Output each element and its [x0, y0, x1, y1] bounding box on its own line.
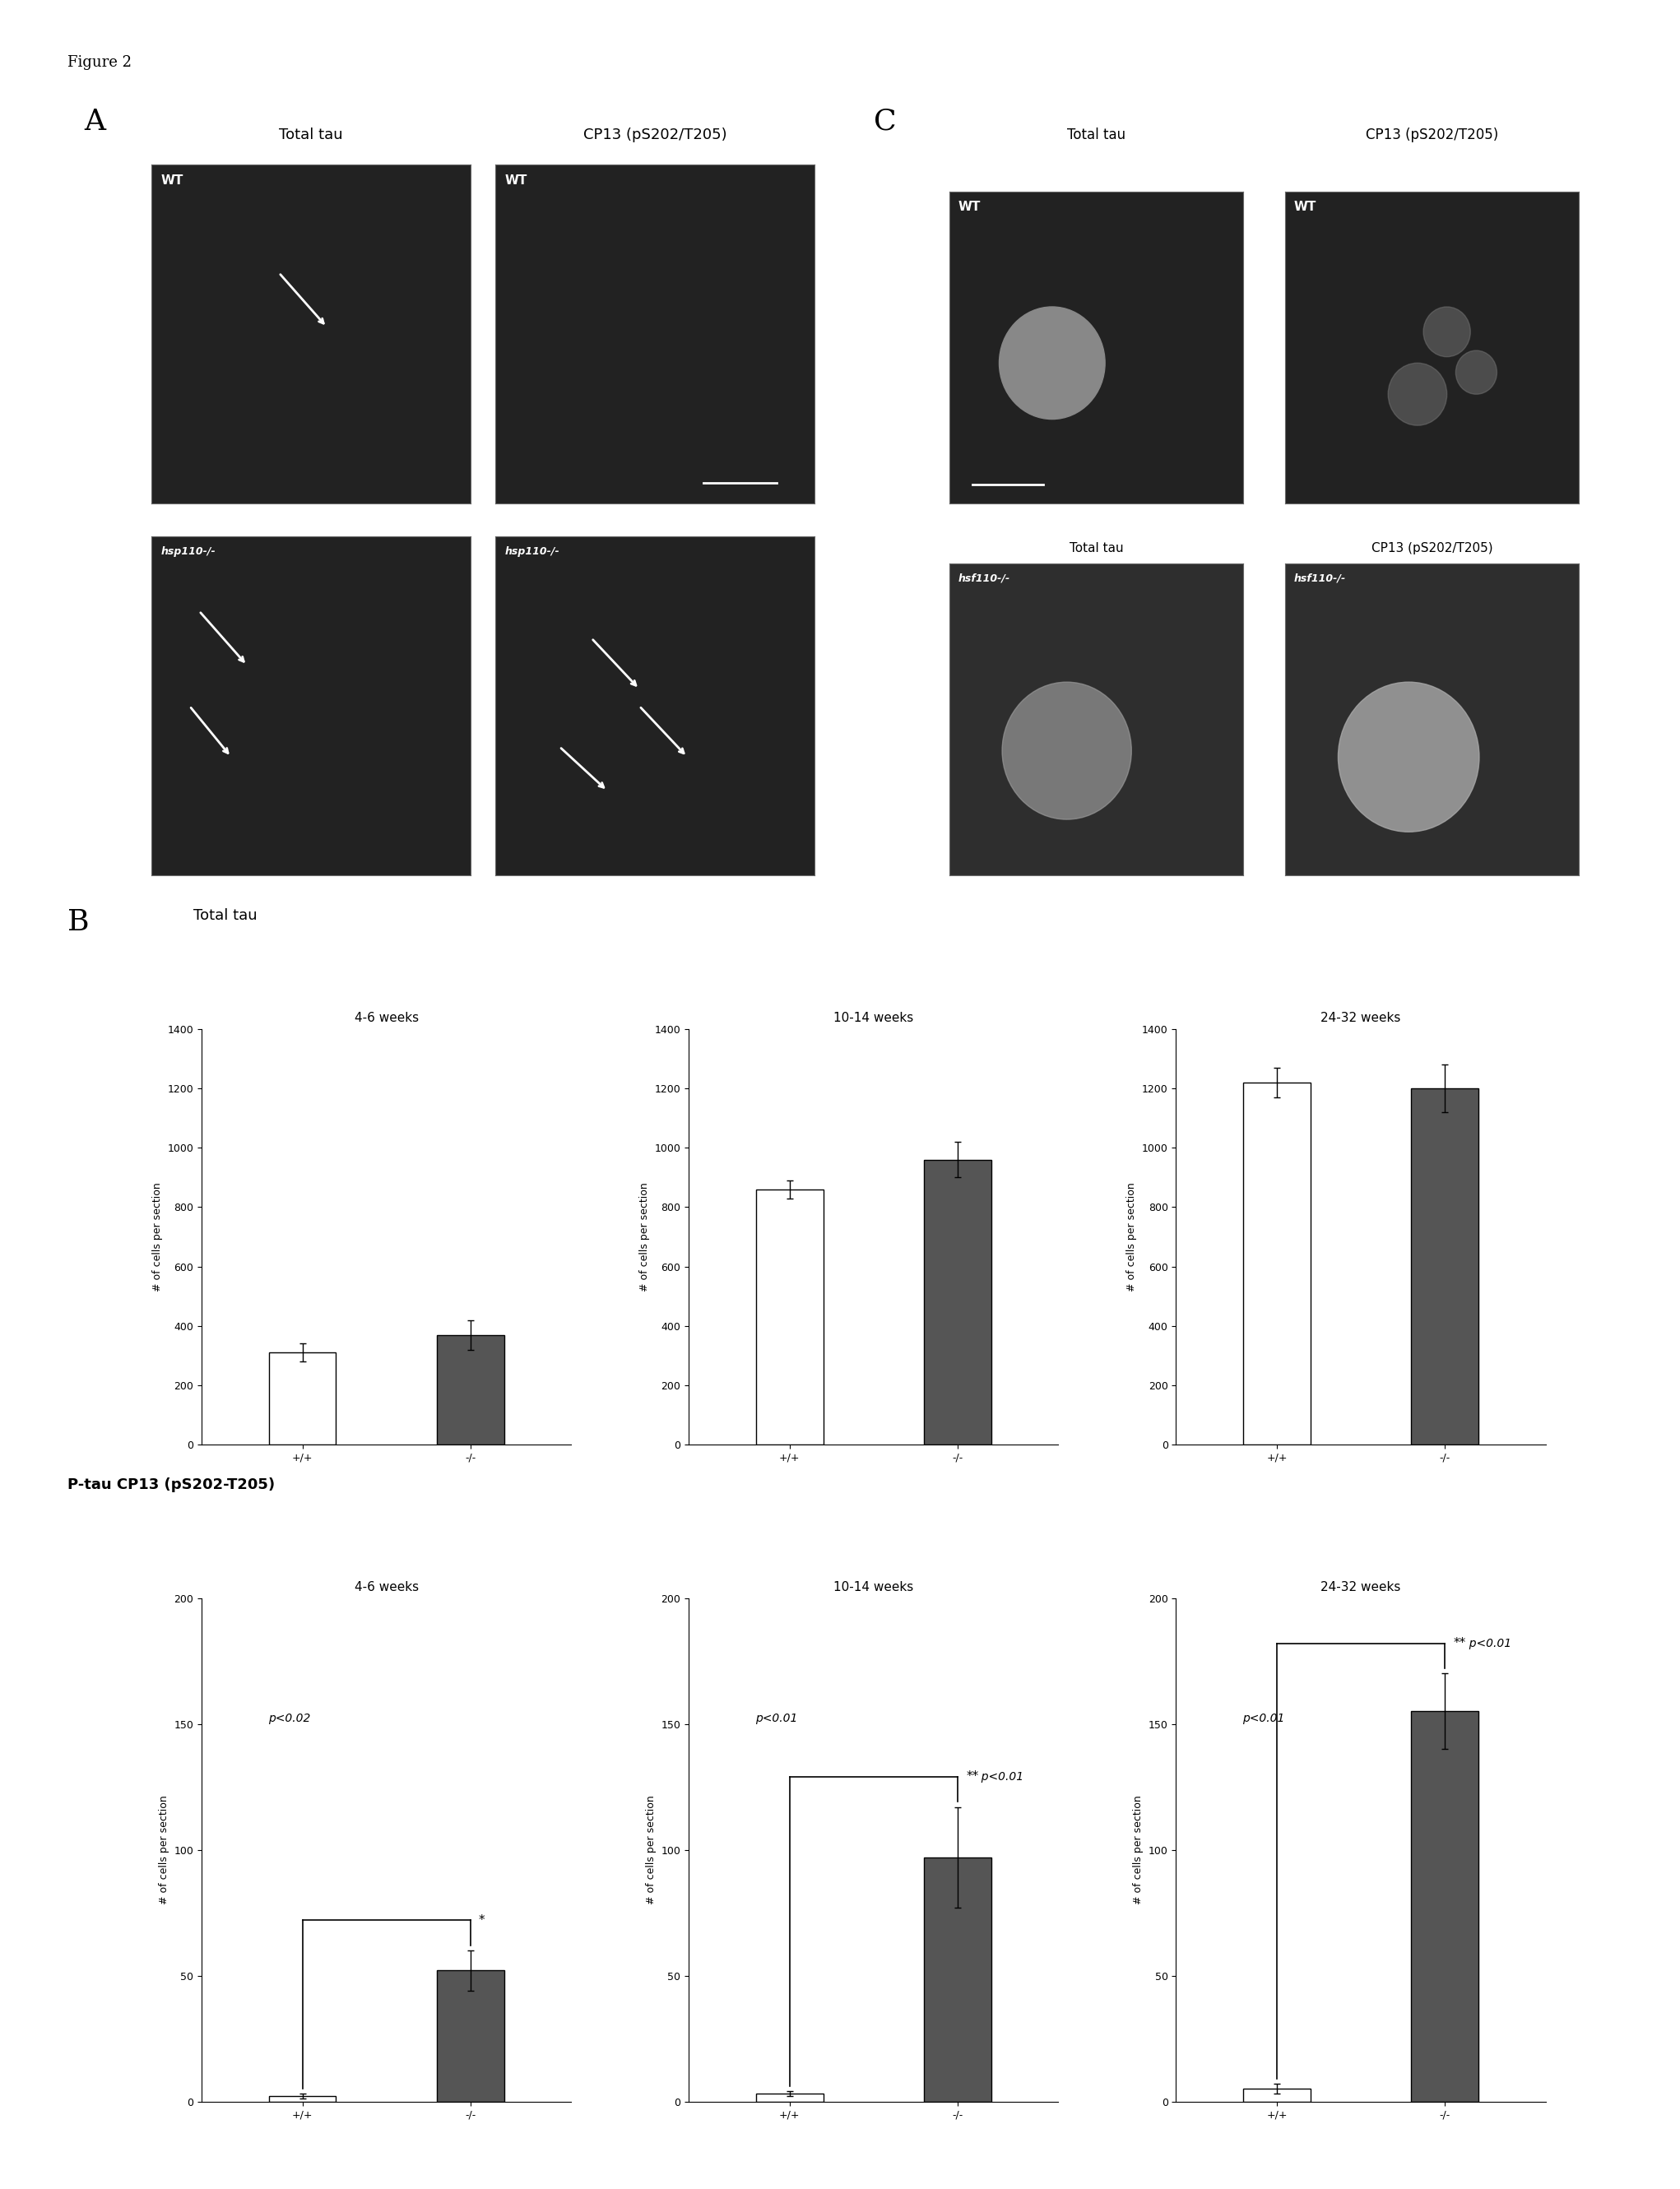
Y-axis label: # of cells per section: # of cells per section: [645, 1795, 657, 1904]
Text: hsf110-/-: hsf110-/-: [958, 574, 1010, 584]
Text: WT: WT: [958, 201, 981, 212]
Text: Figure 2: Figure 2: [67, 55, 131, 70]
Text: **: **: [966, 1771, 978, 1782]
Text: p<0.01: p<0.01: [1462, 1637, 1510, 1648]
Bar: [437, 1335, 504, 1445]
Text: p<0.01: p<0.01: [974, 1771, 1023, 1782]
Bar: [1243, 1081, 1310, 1445]
Text: B: B: [67, 908, 89, 937]
Bar: [924, 1856, 991, 2101]
Text: P-tau CP13 (pS202-T205): P-tau CP13 (pS202-T205): [67, 1478, 274, 1493]
Bar: [1243, 2088, 1310, 2101]
Title: 10-14 weeks: 10-14 weeks: [833, 1011, 914, 1024]
Text: **: **: [1453, 1637, 1465, 1651]
Circle shape: [1388, 363, 1446, 425]
Text: Total tau: Total tau: [1068, 543, 1124, 554]
Bar: [756, 1189, 823, 1445]
Text: hsf110-/-: hsf110-/-: [1294, 574, 1346, 584]
Text: CP13 (pS202/T205): CP13 (pS202/T205): [583, 127, 727, 142]
Text: hsp110-/-: hsp110-/-: [506, 547, 559, 558]
Bar: [437, 1970, 504, 2101]
Bar: [269, 1353, 336, 1445]
Y-axis label: # of cells per section: # of cells per section: [153, 1182, 163, 1292]
Text: p<0.02: p<0.02: [269, 1712, 311, 1725]
Text: CP13 (pS202/T205): CP13 (pS202/T205): [1371, 543, 1494, 554]
Bar: [756, 2095, 823, 2101]
Bar: [269, 2097, 336, 2101]
Text: Total tau: Total tau: [1067, 127, 1126, 142]
Title: 24-32 weeks: 24-32 weeks: [1320, 1011, 1401, 1024]
Y-axis label: # of cells per section: # of cells per section: [1127, 1182, 1137, 1292]
Circle shape: [1423, 306, 1470, 357]
Text: WT: WT: [161, 175, 183, 186]
Text: Total tau: Total tau: [193, 908, 257, 924]
Y-axis label: # of cells per section: # of cells per section: [640, 1182, 650, 1292]
Text: CP13 (pS202/T205): CP13 (pS202/T205): [1366, 127, 1499, 142]
Text: C: C: [874, 107, 897, 136]
Circle shape: [1000, 306, 1105, 418]
Circle shape: [1455, 350, 1497, 394]
Bar: [1411, 1088, 1478, 1445]
Bar: [924, 1160, 991, 1445]
Text: WT: WT: [506, 175, 528, 186]
Text: hsp110-/-: hsp110-/-: [161, 547, 215, 558]
Text: WT: WT: [1294, 201, 1317, 212]
Title: 4-6 weeks: 4-6 weeks: [354, 1011, 418, 1024]
Bar: [1411, 1712, 1478, 2101]
Y-axis label: # of cells per section: # of cells per section: [1132, 1795, 1144, 1904]
Text: p<0.01: p<0.01: [1243, 1712, 1285, 1725]
Y-axis label: # of cells per section: # of cells per section: [158, 1795, 170, 1904]
Text: p<0.01: p<0.01: [756, 1712, 798, 1725]
Text: A: A: [84, 107, 106, 136]
Title: 4-6 weeks: 4-6 weeks: [354, 1580, 418, 1594]
Title: 10-14 weeks: 10-14 weeks: [833, 1580, 914, 1594]
Text: Total tau: Total tau: [279, 127, 343, 142]
Title: 24-32 weeks: 24-32 weeks: [1320, 1580, 1401, 1594]
Circle shape: [1001, 683, 1131, 819]
Circle shape: [1337, 683, 1478, 832]
Text: *: *: [479, 1913, 486, 1926]
